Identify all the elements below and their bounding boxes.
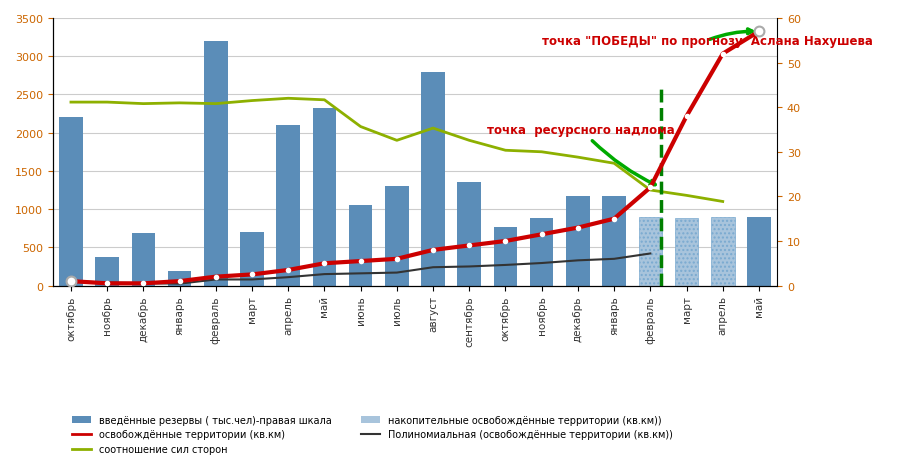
Bar: [493, 227, 518, 286]
Bar: [240, 232, 264, 286]
Bar: [385, 187, 409, 286]
Bar: [204, 42, 228, 286]
Bar: [59, 118, 83, 286]
Point: [752, 29, 766, 36]
Bar: [168, 271, 191, 286]
Bar: [313, 109, 336, 286]
Text: точка  ресурсного надлома: точка ресурсного надлома: [487, 124, 675, 185]
Bar: [603, 197, 626, 286]
Bar: [639, 217, 662, 286]
Legend: введённые резервы ( тыс.чел)-правая шкала, освобождённые территории (кв.км), соо: введённые резервы ( тыс.чел)-правая шкал…: [67, 411, 676, 458]
Bar: [349, 205, 372, 286]
Bar: [747, 217, 771, 286]
Bar: [457, 183, 481, 286]
Bar: [422, 72, 445, 286]
Bar: [276, 126, 300, 286]
Bar: [530, 219, 553, 286]
Bar: [95, 258, 119, 286]
Bar: [132, 233, 155, 286]
Text: точка "ПОБЕДЫ" по прогнозу  Аслана Нахушева: точка "ПОБЕДЫ" по прогнозу Аслана Нахуше…: [542, 30, 873, 48]
Point: [64, 278, 78, 285]
Bar: [711, 217, 735, 286]
Bar: [675, 219, 698, 286]
Bar: [566, 197, 589, 286]
